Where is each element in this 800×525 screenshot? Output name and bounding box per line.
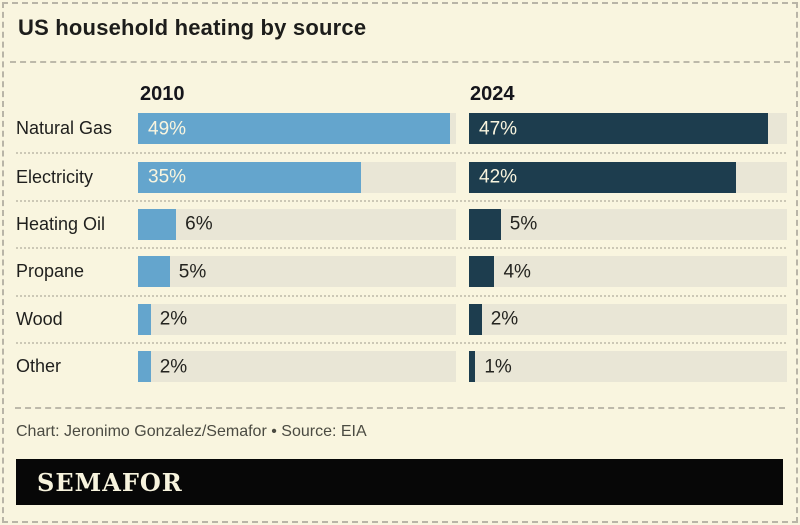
bar-track-2010: 2% [138, 303, 456, 335]
bar-track-2024: 42% [469, 161, 787, 193]
bar-value-label: 35% [148, 166, 187, 188]
column-header-2024: 2024 [470, 83, 515, 105]
bar-value-label: 6% [185, 213, 213, 235]
category-label: Wood [16, 308, 63, 329]
footer-divider [15, 407, 785, 409]
chart-row: Natural Gas 49% 47% [16, 105, 787, 152]
chart-rows: Natural Gas 49% 47% Electricity 35% 42% Heatin… [16, 105, 787, 389]
column-header-2010: 2010 [140, 83, 185, 105]
bar-track-2010: 35% [138, 161, 456, 193]
bar-2010 [138, 351, 151, 383]
bar-track-2010: 49% [138, 113, 456, 145]
bar-2010 [138, 208, 177, 240]
bar-track-2024: 4% [469, 256, 787, 288]
bar-track-2024: 2% [469, 303, 787, 335]
bar-2024 [469, 113, 768, 145]
bar-track-2024: 1% [469, 351, 787, 383]
bar-value-label: 49% [148, 118, 187, 140]
bar-2024 [469, 256, 495, 288]
bar-track-2010: 2% [138, 351, 456, 383]
title-divider [10, 61, 790, 63]
bar-2010 [138, 303, 151, 335]
bar-2010 [138, 113, 450, 145]
chart-row: Other 2% 1% [16, 341, 787, 389]
bar-value-label: 2% [490, 308, 519, 330]
category-label: Other [16, 356, 62, 377]
category-label: Electricity [16, 166, 94, 187]
chart-row: Wood 2% 2% [16, 294, 787, 342]
bar-value-label: 2% [159, 356, 188, 378]
bar-value-label: 1% [484, 356, 512, 378]
bar-2024 [469, 161, 737, 193]
chart-title: US household heating by source [18, 15, 367, 40]
bar-value-label: 2% [159, 308, 188, 330]
bar-track-2024: 47% [469, 113, 787, 145]
category-label: Propane [16, 261, 85, 282]
bar-2010 [138, 256, 170, 288]
semafor-logo-bar: SEMAFOR [16, 459, 783, 505]
bar-2010 [138, 161, 361, 193]
bar-value-label: 4% [503, 261, 531, 283]
bar-value-label: 42% [479, 166, 518, 188]
bar-2024 [469, 208, 501, 240]
bar-value-label: 5% [509, 213, 538, 235]
bar-track-2024: 5% [469, 208, 787, 240]
chart-row: Electricity 35% 42% [16, 152, 787, 199]
bar-2024 [469, 303, 482, 335]
bar-2024 [469, 351, 476, 383]
category-label: Heating Oil [16, 213, 106, 234]
chart-row: Propane 5% 4% [16, 247, 787, 294]
bar-track-2010: 6% [138, 208, 456, 240]
category-label: Natural Gas [16, 118, 113, 139]
bar-track-2010: 5% [138, 256, 456, 288]
bar-value-label: 47% [479, 118, 518, 140]
semafor-logotype: SEMAFOR [37, 467, 183, 497]
credit-line: Chart: Jeronimo Gonzalez/Semafor • Sourc… [16, 423, 367, 440]
chart-row: Heating Oil 6% 5% [16, 199, 787, 247]
bar-value-label: 5% [178, 261, 207, 283]
